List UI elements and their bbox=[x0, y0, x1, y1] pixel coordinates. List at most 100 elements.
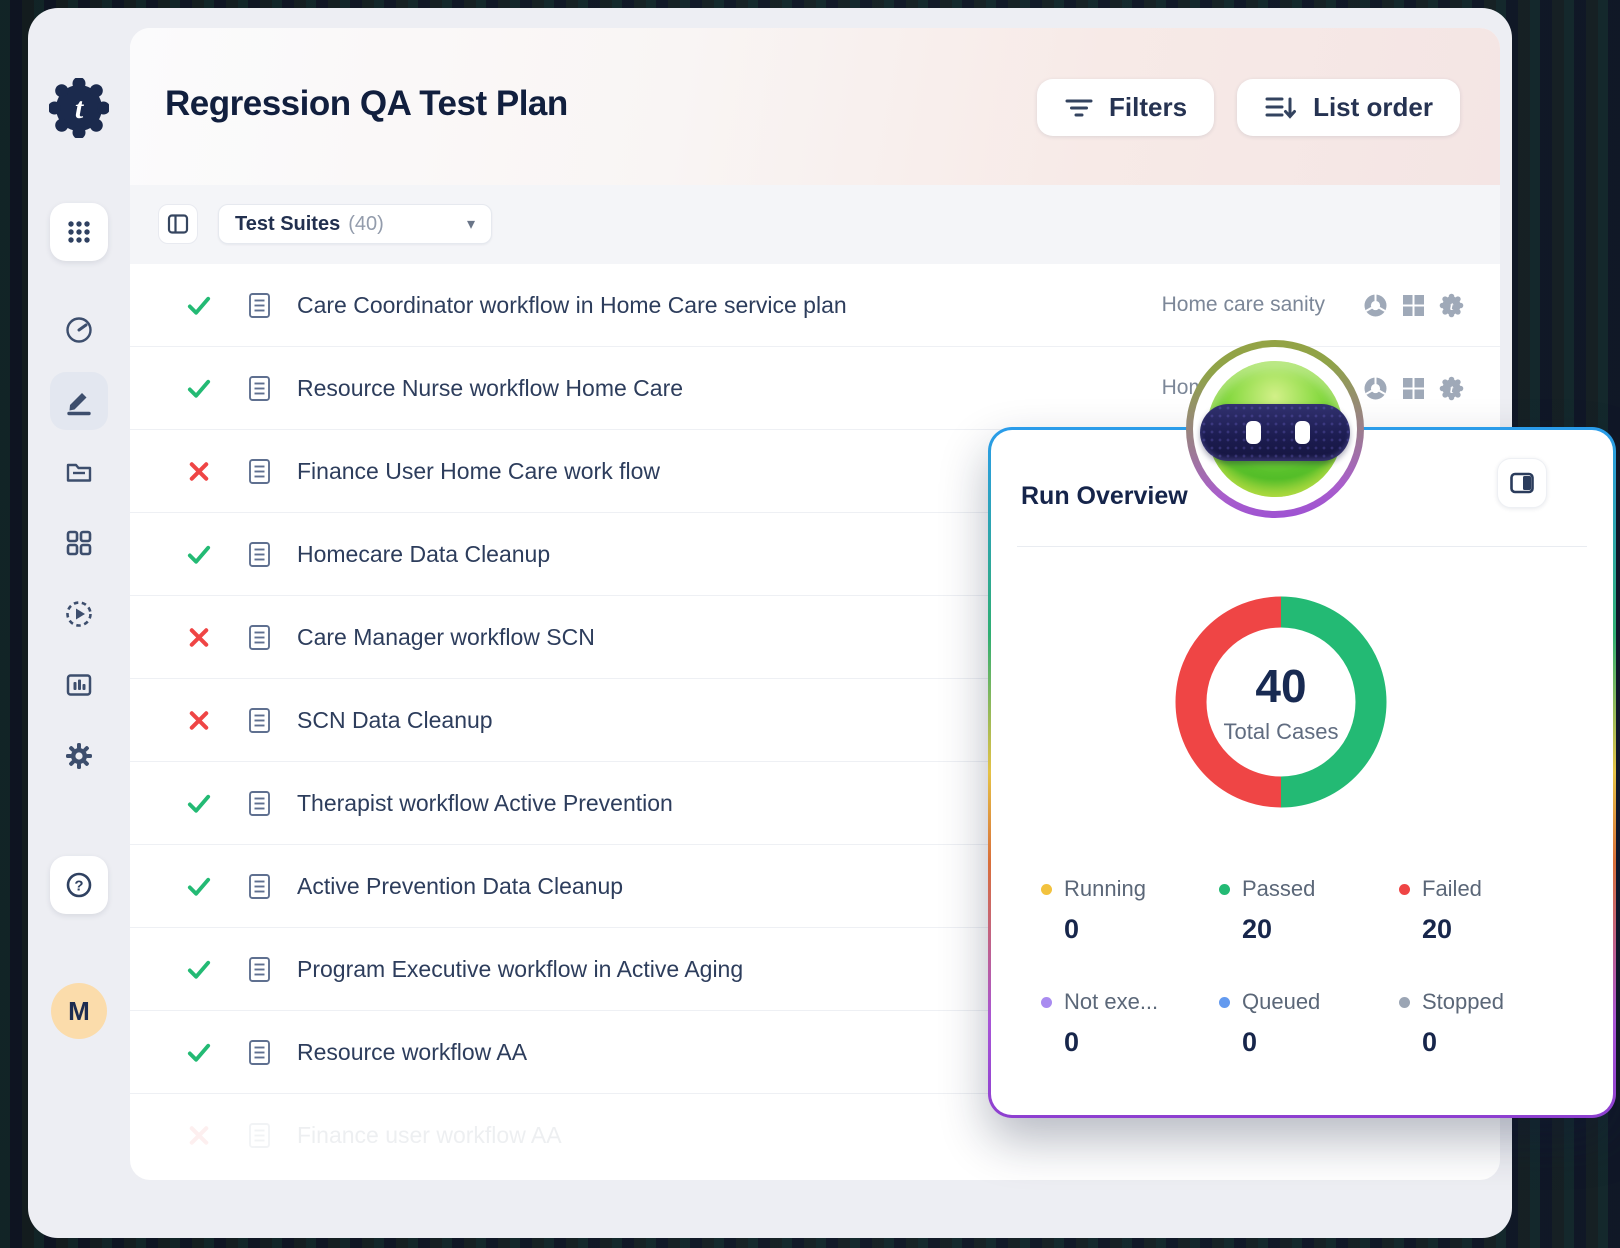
test-suite-name: Care Coordinator workflow in Home Care s… bbox=[297, 291, 847, 318]
sidebar-item-runs[interactable] bbox=[50, 585, 108, 643]
robot-eye bbox=[1295, 421, 1310, 444]
sidebar-item-editor[interactable] bbox=[50, 372, 108, 430]
help-icon: ? bbox=[66, 872, 92, 898]
sidebar-item-help[interactable]: ? bbox=[50, 856, 108, 914]
test-suite-name: Finance User Home Care work flow bbox=[297, 457, 661, 484]
legend-value: 0 bbox=[1064, 1027, 1080, 1057]
test-suite-name: Resource workflow AA bbox=[297, 1038, 528, 1065]
chevron-down-icon: ▾ bbox=[466, 216, 475, 233]
cross-icon bbox=[189, 627, 209, 647]
sidebar-item-elements[interactable] bbox=[50, 514, 108, 572]
dropdown-label: Test Suites bbox=[235, 212, 341, 235]
testsigma-logo[interactable]: t bbox=[48, 77, 110, 139]
test-suite-name: Homecare Data Cleanup bbox=[297, 540, 551, 567]
document-icon bbox=[248, 956, 271, 983]
test-suite-name: Resource Nurse workflow Home Care bbox=[297, 374, 684, 401]
status-icon-slot bbox=[186, 790, 212, 817]
test-suite-name: Program Executive workflow in Active Agi… bbox=[297, 955, 744, 982]
legend-item: Stopped 0 bbox=[1399, 989, 1581, 1058]
check-icon bbox=[187, 794, 211, 813]
page-header: Regression QA Test Plan Filters bbox=[130, 28, 1500, 185]
status-icon-slot bbox=[186, 707, 212, 734]
document-icon bbox=[248, 873, 271, 900]
assistant-robot-avatar[interactable] bbox=[1186, 340, 1364, 518]
list-toolbar: Test Suites (40) ▾ bbox=[130, 185, 1500, 264]
legend-item: Failed 20 bbox=[1399, 876, 1581, 945]
run-donut-chart: 40 Total Cases bbox=[1161, 582, 1401, 822]
panel-right-icon bbox=[1510, 472, 1534, 494]
run-overview-panel: Run Overview 40 Total Cases Running 0 Pass… bbox=[988, 427, 1616, 1118]
test-suite-name: Active Prevention Data Cleanup bbox=[297, 872, 624, 899]
legend-value: 20 bbox=[1242, 914, 1273, 944]
status-icon-slot bbox=[186, 624, 212, 651]
sidebar-item-reports[interactable] bbox=[50, 656, 108, 714]
apps-grid-icon bbox=[68, 221, 90, 243]
row-meta: Home care sanity t bbox=[1162, 293, 1464, 318]
sidebar-item-dashboard[interactable] bbox=[50, 301, 108, 359]
test-suite-name: Care Manager workflow SCN bbox=[297, 623, 595, 650]
document-icon bbox=[248, 1039, 271, 1066]
test-suite-row[interactable]: Care Coordinator workflow in Home Care s… bbox=[130, 264, 1500, 347]
check-icon bbox=[187, 960, 211, 979]
sidebar-item-projects[interactable] bbox=[50, 443, 108, 501]
legend-label: Failed bbox=[1422, 876, 1482, 901]
legend-dot-icon bbox=[1041, 996, 1052, 1008]
chrome-icon bbox=[1364, 377, 1387, 399]
blocks-icon bbox=[66, 530, 92, 556]
test-suite-row[interactable]: Finance user workflow AA bbox=[130, 1094, 1500, 1177]
robot-visor bbox=[1200, 404, 1350, 461]
run-legend: Running 0 Passed 20 Failed 20 Not exe... 0 Queue… bbox=[1041, 876, 1581, 1058]
document-icon bbox=[248, 458, 271, 485]
cross-icon bbox=[189, 1126, 209, 1145]
testsigma-icon: t bbox=[1439, 376, 1464, 400]
folder-icon bbox=[66, 463, 92, 482]
filters-button[interactable]: Filters bbox=[1037, 79, 1215, 136]
filters-label: Filters bbox=[1109, 92, 1188, 122]
sidebar-item-apps[interactable] bbox=[50, 203, 108, 261]
legend-dot-icon bbox=[1219, 996, 1230, 1008]
status-icon-slot bbox=[186, 375, 212, 402]
legend-dot-icon bbox=[1399, 996, 1410, 1008]
dropdown-count: (40) bbox=[348, 212, 384, 235]
svg-text:?: ? bbox=[74, 878, 83, 895]
legend-value: 0 bbox=[1242, 1027, 1258, 1057]
cross-icon bbox=[189, 710, 209, 730]
legend-dot-icon bbox=[1219, 883, 1230, 895]
legend-value: 0 bbox=[1064, 914, 1080, 944]
document-icon bbox=[248, 1122, 271, 1149]
sidebar-toggle-button[interactable] bbox=[158, 204, 198, 244]
svg-text:t: t bbox=[1450, 382, 1454, 396]
document-icon bbox=[248, 624, 271, 651]
total-cases-value: 40 bbox=[1255, 660, 1307, 712]
donut-svg bbox=[1175, 596, 1387, 808]
check-icon bbox=[187, 877, 211, 896]
legend-item: Running 0 bbox=[1041, 876, 1219, 945]
svg-text:t: t bbox=[75, 92, 85, 125]
run-play-icon bbox=[66, 601, 92, 627]
chrome-icon bbox=[1364, 294, 1387, 316]
legend-label: Not exe... bbox=[1064, 989, 1159, 1014]
panel-collapse-button[interactable] bbox=[1497, 458, 1547, 508]
robot-face bbox=[1200, 361, 1350, 497]
user-avatar[interactable]: M bbox=[51, 983, 107, 1039]
test-suite-name: Finance user workflow AA bbox=[297, 1122, 562, 1148]
status-icon-slot bbox=[186, 956, 212, 983]
document-icon bbox=[248, 292, 271, 319]
legend-value: 20 bbox=[1422, 914, 1453, 944]
legend-dot-icon bbox=[1041, 883, 1052, 895]
check-icon bbox=[187, 379, 211, 398]
list-order-label: List order bbox=[1313, 92, 1433, 122]
status-icon-slot bbox=[186, 541, 212, 568]
legend-label: Running bbox=[1064, 876, 1146, 901]
document-icon bbox=[248, 541, 271, 568]
list-order-icon bbox=[1265, 97, 1297, 119]
check-icon bbox=[187, 1043, 211, 1062]
sidebar: t bbox=[28, 8, 130, 1238]
sidebar-item-settings[interactable] bbox=[50, 727, 108, 785]
legend-label: Passed bbox=[1242, 876, 1316, 901]
list-order-button[interactable]: List order bbox=[1237, 79, 1460, 136]
document-icon bbox=[248, 790, 271, 817]
test-suites-dropdown[interactable]: Test Suites (40) ▾ bbox=[218, 204, 492, 244]
windows-icon bbox=[1403, 294, 1424, 316]
windows-icon bbox=[1403, 377, 1424, 399]
